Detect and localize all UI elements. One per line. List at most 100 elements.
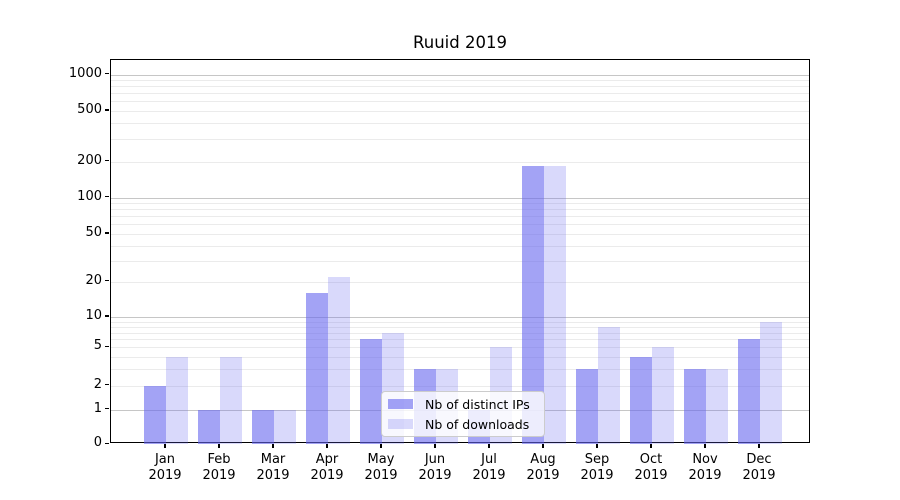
minor-gridline [111, 123, 809, 125]
month-label: Jan [154, 452, 176, 468]
x-tick-label-mar: Mar 2019 [246, 452, 300, 484]
y-tick-mark [105, 109, 109, 111]
bar-downloads-nov [706, 368, 728, 445]
major-gridline [111, 74, 809, 76]
bar-distinct-ips-sep [576, 368, 598, 445]
bar-distinct-ips-jan [144, 385, 166, 445]
y-tick-label: 200 [77, 152, 102, 168]
y-tick-label: 500 [77, 102, 102, 117]
x-tick-label-jan: Jan 2019 [138, 452, 192, 484]
minor-gridline [111, 93, 809, 95]
year-label: 2019 [310, 468, 344, 484]
y-tick-label: 50 [85, 225, 102, 240]
y-tick-mark [105, 196, 109, 198]
year-label: 2019 [634, 468, 668, 484]
year-label: 2019 [688, 468, 722, 484]
legend-swatch-distinct-ips [388, 399, 413, 409]
minor-gridline [111, 385, 809, 387]
x-tick-label-aug: Aug 2019 [516, 452, 570, 484]
x-tick-mark [758, 444, 760, 449]
bar-distinct-ips-mar [252, 409, 274, 445]
minor-gridline [111, 203, 809, 205]
x-tick-mark [218, 444, 220, 449]
plot-area [110, 59, 810, 445]
y-tick-mark [105, 280, 109, 282]
y-tick-label: 1 [93, 400, 102, 416]
y-tick-mark [105, 384, 109, 386]
minor-gridline [111, 356, 809, 358]
x-tick-label-may: May 2019 [354, 452, 408, 484]
bar-downloads-mar [274, 409, 296, 445]
year-label: 2019 [418, 468, 452, 484]
x-tick-label-jun: Jun 2019 [408, 452, 462, 484]
month-label: Mar [260, 452, 286, 468]
minor-gridline [111, 281, 809, 283]
x-tick-label-feb: Feb 2019 [192, 452, 246, 484]
minor-gridline [111, 86, 809, 88]
minor-gridline [111, 216, 809, 218]
bar-downloads-aug [544, 165, 566, 445]
x-tick-label-apr: Apr 2019 [300, 452, 354, 484]
x-tick-mark [650, 444, 652, 449]
year-label: 2019 [148, 468, 182, 484]
legend-swatch-downloads [388, 419, 413, 429]
x-tick-label-nov: Nov 2019 [678, 452, 732, 484]
y-tick-mark [105, 442, 109, 444]
month-label: Sep [584, 452, 610, 468]
year-label: 2019 [472, 468, 506, 484]
year-label: 2019 [580, 468, 614, 484]
y-tick-label: 100 [77, 188, 102, 204]
year-label: 2019 [202, 468, 236, 484]
x-tick-label-dec: Dec 2019 [732, 452, 786, 484]
month-label: Jun [424, 452, 446, 468]
y-tick-label: 10 [85, 307, 102, 323]
x-tick-label-oct: Oct 2019 [624, 452, 678, 484]
year-label: 2019 [742, 468, 776, 484]
year-label: 2019 [526, 468, 560, 484]
minor-gridline [111, 347, 809, 349]
minor-gridline [111, 245, 809, 247]
month-label: Feb [207, 452, 231, 468]
x-tick-mark [542, 444, 544, 449]
y-tick-mark [105, 315, 109, 317]
y-tick-label: 5 [93, 338, 102, 354]
y-tick-label: 20 [85, 272, 102, 288]
minor-gridline [111, 368, 809, 370]
minor-gridline [111, 339, 809, 341]
year-label: 2019 [256, 468, 290, 484]
minor-gridline [111, 111, 809, 112]
bar-distinct-ips-dec [738, 339, 760, 445]
bar-downloads-jan [166, 356, 188, 445]
bar-distinct-ips-oct [630, 356, 652, 445]
minor-gridline [111, 80, 809, 82]
minor-gridline [111, 101, 809, 103]
bar-downloads-dec [760, 321, 782, 445]
chart-title: Ruuid 2019 [413, 33, 507, 52]
y-tick-mark [105, 232, 109, 234]
x-tick-label-sep: Sep 2019 [570, 452, 624, 484]
bar-downloads-oct [652, 347, 674, 445]
bar-downloads-apr [328, 276, 350, 445]
x-tick-mark [596, 444, 598, 449]
minor-gridline [111, 234, 809, 235]
minor-gridline [111, 260, 809, 262]
bar-downloads-sep [598, 326, 620, 445]
minor-gridline [111, 321, 809, 323]
month-label: Jul [481, 452, 497, 468]
x-tick-mark [326, 444, 328, 449]
month-label: May [367, 452, 395, 468]
bar-distinct-ips-nov [684, 368, 706, 445]
x-tick-mark [704, 444, 706, 449]
y-tick-mark [105, 407, 109, 410]
legend-label-downloads: Nb of downloads [425, 416, 530, 432]
month-label: Aug [530, 452, 556, 468]
minor-gridline [111, 224, 809, 226]
major-gridline [111, 316, 809, 318]
y-tick-mark [105, 345, 109, 347]
minor-gridline [111, 332, 809, 334]
x-tick-mark [434, 444, 436, 449]
bar-distinct-ips-may [360, 339, 382, 445]
y-tick-label: 2 [93, 376, 102, 392]
bar-distinct-ips-feb [198, 409, 220, 445]
